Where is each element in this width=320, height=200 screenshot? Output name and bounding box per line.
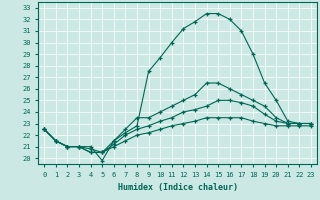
X-axis label: Humidex (Indice chaleur): Humidex (Indice chaleur) bbox=[118, 183, 238, 192]
